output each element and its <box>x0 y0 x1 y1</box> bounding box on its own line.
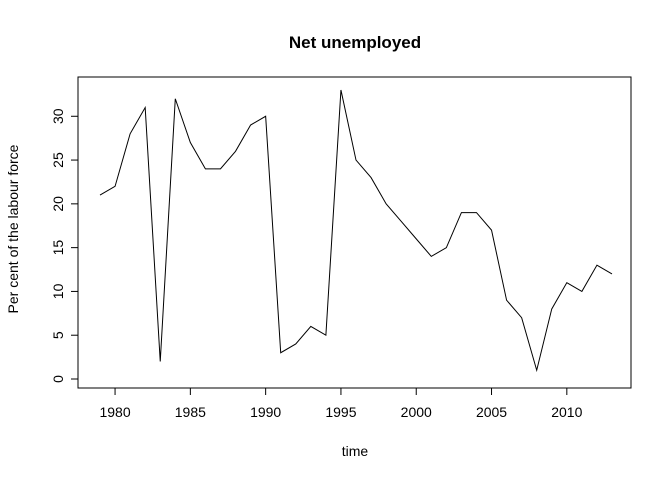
y-tick-label: 5 <box>50 331 66 339</box>
y-tick-label: 15 <box>50 240 66 256</box>
y-tick-label: 0 <box>50 375 66 383</box>
x-tick-label: 2005 <box>476 404 507 420</box>
x-axis-label: time <box>342 443 369 459</box>
y-tick-label: 10 <box>50 283 66 299</box>
x-tick-label: 1985 <box>175 404 206 420</box>
x-tick-label: 2010 <box>551 404 582 420</box>
y-tick-label: 30 <box>50 108 66 124</box>
series-layer <box>99 89 613 373</box>
series-line <box>99 89 613 373</box>
y-axis-label: Per cent of the labour force <box>5 144 21 313</box>
x-tick-label: 1995 <box>325 404 356 420</box>
x-tick-label: 1980 <box>99 404 130 420</box>
chart-title: Net unemployed <box>289 33 421 52</box>
x-tick-label: 1990 <box>250 404 281 420</box>
y-tick-label: 20 <box>50 196 66 212</box>
y-axis: 0 5 10 15 20 25 30 <box>50 108 79 383</box>
x-tick-label: 2000 <box>401 404 432 420</box>
x-axis: 1980 1985 1990 1995 2000 2005 2010 <box>99 387 583 420</box>
y-tick-label: 25 <box>50 152 66 168</box>
